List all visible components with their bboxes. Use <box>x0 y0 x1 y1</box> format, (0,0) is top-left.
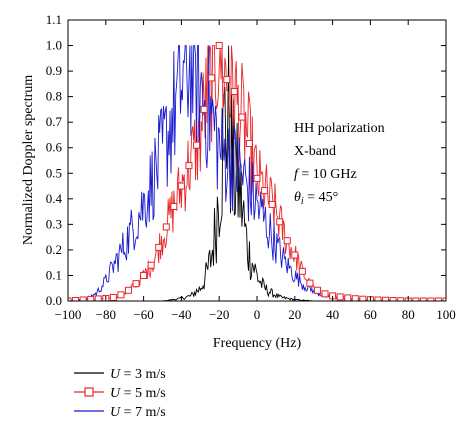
series-marker-2 <box>442 297 446 301</box>
series-marker-2 <box>253 174 261 182</box>
series-marker-2 <box>94 295 102 301</box>
series-marker-2 <box>140 271 148 279</box>
y-tick-label: 1.0 <box>46 38 62 53</box>
annotation-polarization: HH polarization <box>294 121 385 136</box>
legend-marker-2 <box>84 387 94 397</box>
legend-label-var: U <box>110 405 121 420</box>
series-marker-2 <box>223 76 231 84</box>
legend-label-3: U = 7 m/s <box>110 405 166 420</box>
x-axis-title: Frequency (Hz) <box>213 336 302 351</box>
annotation-frequency-var: f <box>294 167 300 182</box>
series-marker-2 <box>245 139 253 147</box>
legend-label-value: = 7 m/s <box>120 405 166 420</box>
y-tick-label: 0.5 <box>46 165 62 180</box>
series-marker-2 <box>68 297 72 301</box>
series-marker-2 <box>155 243 163 251</box>
series-marker-2 <box>427 297 435 301</box>
x-tick-label: −40 <box>171 307 191 322</box>
annotation-angle-value: = 45° <box>304 190 339 205</box>
series-marker-2 <box>374 296 382 301</box>
y-tick-label: 0.1 <box>46 267 62 282</box>
y-tick-label: 0.4 <box>46 191 63 206</box>
series-marker-2 <box>132 280 140 288</box>
annotation-frequency-value: = 10 GHz <box>298 167 357 182</box>
series-marker-2 <box>359 295 367 301</box>
series-marker-2 <box>185 162 193 170</box>
series-marker-2 <box>109 293 117 301</box>
series-marker-2 <box>147 261 155 269</box>
series-marker-2 <box>336 293 344 301</box>
annotation-incidence-angle: θi = 45° <box>294 190 338 207</box>
series-marker-2 <box>412 297 420 301</box>
series-marker-2 <box>215 42 223 50</box>
annotation-band: X-band <box>294 144 336 159</box>
annotation-block: HH polarization X-band f = 10 GHz θi = 4… <box>294 121 385 207</box>
series-marker-2 <box>298 267 306 275</box>
legend-label-var: U <box>110 367 121 382</box>
series-marker-2 <box>177 182 185 190</box>
legend-label-1: U = 3 m/s <box>110 367 166 382</box>
y-tick-label: 0.6 <box>46 140 63 155</box>
series-marker-2 <box>170 202 178 210</box>
x-tick-label: 80 <box>402 307 415 322</box>
x-tick-label: 100 <box>436 307 456 322</box>
y-tick-label: 0.8 <box>46 89 62 104</box>
y-tick-label: 0.2 <box>46 242 62 257</box>
annotation-angle-var: θ <box>294 190 301 205</box>
series-marker-2 <box>419 297 427 301</box>
series-line-2 <box>68 45 446 301</box>
series-marker-2 <box>389 296 397 301</box>
y-tick-label: 0.9 <box>46 63 62 78</box>
series-marker-2 <box>344 294 352 301</box>
x-tick-label: 20 <box>288 307 301 322</box>
series-marker-2 <box>162 223 170 231</box>
series-marker-2 <box>124 286 132 294</box>
y-tick-label: 0.0 <box>46 293 62 308</box>
series-marker-2 <box>276 218 284 226</box>
y-tick-label: 0.7 <box>46 114 63 129</box>
x-tick-label: −80 <box>96 307 116 322</box>
series-line-3 <box>68 45 446 301</box>
series-marker-2 <box>193 141 201 149</box>
series-marker-2 <box>200 105 208 113</box>
series-marker-2 <box>313 286 321 294</box>
series-line-1 <box>68 45 446 301</box>
series-marker-2 <box>434 297 442 301</box>
x-tick-label: −20 <box>209 307 229 322</box>
series-marker-2 <box>351 295 359 301</box>
ticks-layer: −100 −80 −60 −40 −20 0 20 40 60 80 100 0.0 0.1 0.2 0.3… <box>46 12 456 322</box>
series-marker-2 <box>79 296 87 301</box>
x-tick-label: 40 <box>326 307 339 322</box>
x-tick-label: 0 <box>254 307 261 322</box>
annotation-angle-sub: i <box>301 196 304 207</box>
legend: U = 3 m/sU = 5 m/sU = 7 m/s <box>74 367 166 420</box>
series-marker-2 <box>321 290 329 298</box>
series-marker-2 <box>208 74 216 82</box>
series-marker-2 <box>382 296 390 301</box>
series-marker-2 <box>87 295 95 301</box>
y-tick-label: 1.1 <box>46 12 62 27</box>
x-tick-label: −100 <box>55 307 82 322</box>
series-marker-2 <box>283 237 291 245</box>
legend-label-value: = 5 m/s <box>120 386 166 401</box>
annotation-frequency: f = 10 GHz <box>294 167 357 182</box>
legend-label-value: = 3 m/s <box>120 367 166 382</box>
series-marker-2 <box>268 200 276 208</box>
y-tick-label: 0.3 <box>46 216 62 231</box>
series-marker-2 <box>230 88 238 96</box>
series-marker-2 <box>72 296 80 301</box>
series-marker-2 <box>291 251 299 259</box>
legend-label-var: U <box>110 386 121 401</box>
legend-label-2: U = 5 m/s <box>110 386 166 401</box>
x-tick-label: −60 <box>133 307 153 322</box>
series-marker-2 <box>117 291 125 299</box>
series-marker-2 <box>238 113 246 121</box>
y-axis-title: Normalized Doppler spectrum <box>21 75 36 245</box>
series-layer <box>68 42 446 301</box>
x-tick-label: 60 <box>364 307 377 322</box>
series-marker-2 <box>306 279 314 287</box>
series-marker-2 <box>261 187 269 195</box>
